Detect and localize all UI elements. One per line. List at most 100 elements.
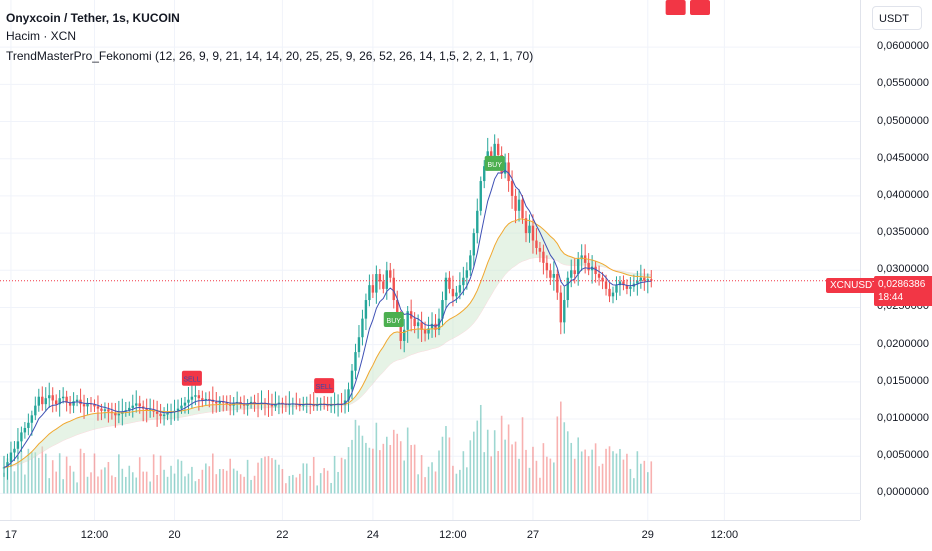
candle-body: [611, 292, 615, 297]
volume-bar: [375, 422, 378, 494]
volume-bar: [507, 424, 510, 494]
candle-body: [423, 329, 427, 334]
indicator-legend[interactable]: TrendMasterPro_Fekonomi (12, 26, 9, 9, 2…: [6, 49, 534, 63]
volume-bar: [612, 451, 614, 494]
volume-bar: [107, 462, 110, 494]
volume-bar: [483, 452, 486, 494]
volume-bar: [539, 477, 541, 494]
volume-bar: [135, 477, 138, 494]
volume-bar: [104, 467, 106, 494]
candle-body: [646, 279, 649, 281]
volume-bar: [323, 468, 325, 494]
volume-legend[interactable]: Hacim · XCN: [6, 29, 77, 43]
signal-box: [383, 312, 404, 328]
candle-body: [483, 166, 486, 182]
signal-label: SELL: [691, 0, 708, 2]
volume-bar: [239, 474, 242, 494]
candle-body: [396, 300, 399, 323]
symbol-tag: XCNUSDT: [826, 278, 883, 293]
candle-body: [138, 403, 141, 407]
candle-body: [524, 218, 528, 234]
candle-body: [455, 292, 458, 297]
countdown-timer: 18:44: [878, 292, 904, 303]
candle-body: [9, 452, 13, 463]
candle-body: [608, 288, 611, 297]
volume-bar: [535, 460, 538, 494]
ema-fast-line: [3, 169, 652, 468]
volume-bar: [584, 449, 586, 494]
candle-body: [462, 277, 465, 286]
volume-bar: [93, 453, 96, 494]
candle-body: [448, 277, 451, 289]
candle-body: [587, 262, 590, 271]
volume-bar: [431, 462, 433, 494]
candle-body: [187, 399, 190, 403]
volume-bar: [399, 441, 402, 494]
candle-body: [549, 270, 552, 278]
candle-body: [451, 288, 455, 297]
volume-bar: [441, 436, 444, 494]
volume-bar: [389, 444, 392, 494]
volume-bar: [191, 466, 193, 494]
volume-bar: [184, 476, 186, 494]
candle-body: [389, 270, 392, 278]
volume-bar: [55, 471, 57, 494]
candle-body: [639, 277, 643, 281]
volume-bar: [528, 467, 531, 494]
volume-bar: [326, 470, 329, 494]
candle-body: [403, 329, 406, 341]
candle-body: [288, 404, 291, 406]
candle-body: [514, 195, 517, 211]
volume-bar: [358, 425, 360, 494]
volume-bar: [354, 419, 357, 494]
candle-body: [503, 162, 507, 174]
price-tick-label: 0,0000000: [877, 486, 929, 499]
candle-body: [361, 318, 364, 338]
volume-bar: [511, 444, 513, 494]
price-tick-label: 0,0450000: [877, 151, 929, 164]
candle-body: [48, 395, 51, 399]
candle-body: [583, 255, 587, 263]
candle-body: [204, 398, 208, 401]
volume-bar: [553, 462, 555, 494]
candle-body: [107, 409, 110, 412]
sell-signal: SELL: [665, 0, 686, 15]
time-tick-label: 12:00: [710, 529, 739, 541]
time-tick-label: 12:00: [439, 529, 467, 541]
volume-bar: [365, 442, 367, 494]
price-axis[interactable]: 0,0000000 0,0050000 0,0100000 0,0150000 0,02…: [860, 0, 932, 520]
volume-bar: [229, 458, 231, 494]
volume-bar: [490, 456, 492, 494]
currency-button[interactable]: USDT: [872, 6, 922, 30]
volume-bar: [500, 415, 503, 494]
candle-body: [44, 398, 47, 405]
candle-body: [371, 285, 375, 293]
volume-bar: [340, 457, 343, 494]
volume-bar: [69, 465, 71, 494]
volume-bar: [13, 471, 16, 494]
time-axis[interactable]: 17 12:00 20 22 24 12:00 27 29 12:00: [0, 520, 860, 551]
candle-body: [155, 411, 159, 414]
price-chart[interactable]: SELL SELL BUY BUY SELL SELL: [0, 0, 860, 520]
candle-body: [545, 262, 549, 271]
volume-bar: [20, 451, 23, 494]
volume-bar: [619, 448, 621, 494]
candle-body: [490, 151, 493, 159]
volume-bar: [504, 439, 506, 494]
volume-bar: [246, 459, 249, 494]
candle-body: [458, 285, 462, 293]
buy-signal: BUY: [484, 155, 505, 171]
volume-bar: [626, 453, 628, 494]
volume-bar: [278, 464, 280, 494]
candle-body: [507, 162, 510, 182]
volume-bar: [250, 479, 252, 494]
candle-body: [347, 389, 350, 401]
price-tick-label: 0,0350000: [877, 226, 929, 239]
volume-bar: [549, 458, 552, 494]
volume-bar: [577, 437, 579, 494]
chart-area[interactable]: SELL SELL BUY BUY SELL SELL: [0, 0, 860, 520]
candle-body: [542, 251, 545, 263]
candle-body: [493, 143, 496, 159]
candle-body: [23, 427, 27, 433]
volume-bar: [455, 473, 458, 494]
